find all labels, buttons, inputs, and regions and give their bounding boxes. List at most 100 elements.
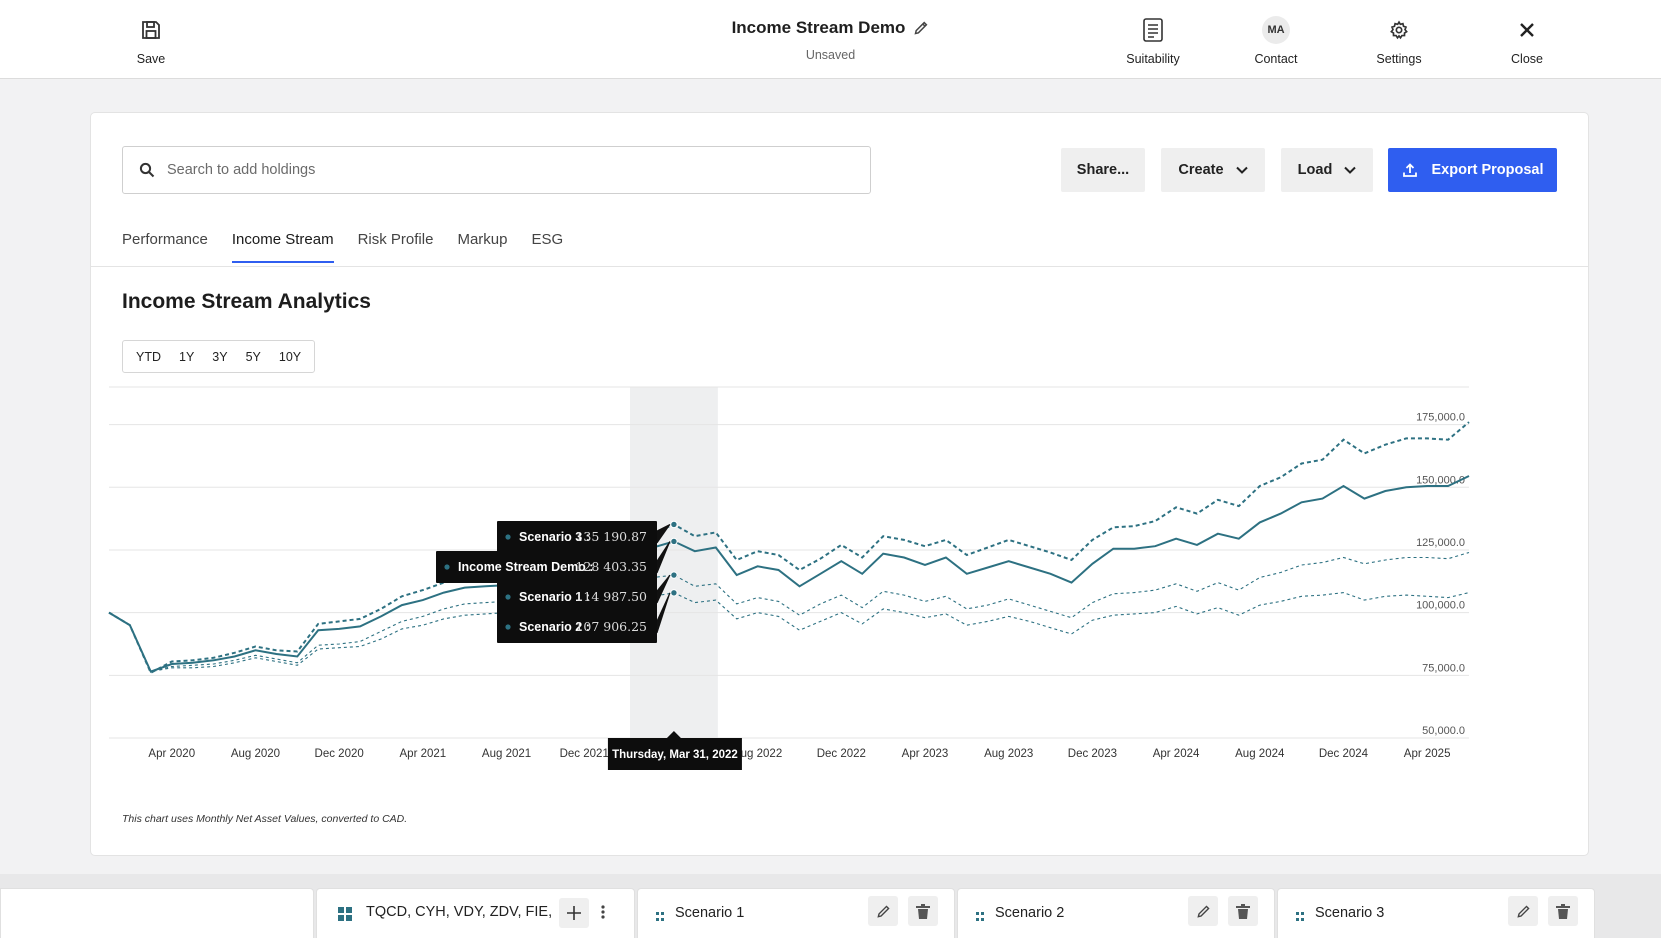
hover-point — [670, 537, 678, 546]
scenario-card-3[interactable]: Scenario 3 — [1277, 888, 1595, 938]
trash-icon — [1556, 903, 1570, 919]
tooltip-dot — [505, 594, 511, 600]
chevron-down-icon — [1235, 166, 1248, 174]
contact-button[interactable]: MA Contact — [1231, 14, 1321, 66]
tooltip-value: 128 403.35 — [575, 559, 647, 574]
delete-scenario-button[interactable] — [908, 896, 938, 926]
top-bar: Save Income Stream Demo Unsaved Suitabil… — [0, 0, 1661, 79]
tooltip-value: 114 987.50 — [575, 589, 647, 604]
range-5y-button[interactable]: 5Y — [245, 349, 261, 364]
range-1y-button[interactable]: 1Y — [179, 349, 195, 364]
date-tooltip-box — [607, 738, 742, 770]
chart-svg[interactable]: 50,000.0 75,000.0 100,000.0 125,000.0 150,00… — [91, 373, 1588, 813]
tooltip-value: 107 906.25 — [575, 619, 647, 634]
export-proposal-button[interactable]: Export Proposal — [1388, 148, 1557, 192]
delete-scenario-button[interactable] — [1548, 896, 1578, 926]
tooltip-box — [436, 551, 657, 583]
search-icon — [139, 162, 155, 178]
tooltip-series-name: Income Stream Demo : — [458, 560, 593, 574]
drag-handle-icon[interactable] — [976, 909, 984, 927]
save-button[interactable]: Save — [106, 14, 196, 66]
x-tick-label: Dec 2021 — [560, 748, 609, 760]
tab-esg[interactable]: ESG — [531, 231, 564, 248]
settings-label: Settings — [1376, 52, 1422, 66]
avatar: MA — [1262, 16, 1290, 44]
drag-handle-icon[interactable] — [656, 909, 664, 927]
close-label: Close — [1511, 52, 1543, 66]
export-label: Export Proposal — [1431, 162, 1544, 178]
search-input[interactable] — [167, 162, 847, 178]
drag-handle-icon[interactable] — [1296, 909, 1304, 927]
x-tick-label: Aug 2020 — [231, 748, 280, 760]
portfolio-strip: TQCD, CYH, VDY, ZDV, FIE, I Scenario 1 S… — [0, 874, 1661, 938]
x-tick-label: Aug 2021 — [482, 748, 531, 760]
tooltip-value: 135 190.87 — [575, 529, 647, 544]
range-10y-button[interactable]: 10Y — [278, 349, 302, 364]
series-line — [108, 592, 1470, 673]
tooltip-dot — [505, 534, 511, 540]
series-line — [108, 551, 1470, 673]
page-title: Income Stream Demo — [731, 18, 906, 37]
grid-icon — [338, 907, 352, 926]
empty-card — [0, 888, 314, 938]
range-3y-button[interactable]: 3Y — [212, 349, 228, 364]
settings-button[interactable]: Settings — [1354, 14, 1444, 66]
series-line — [108, 421, 1470, 675]
trash-icon — [1236, 903, 1250, 919]
trash-icon — [916, 903, 930, 919]
y-tick-label: 75,000.0 — [1422, 662, 1465, 674]
hover-point — [670, 520, 678, 529]
time-range-selector: YTD 1Y 3Y 5Y 10Y — [122, 340, 316, 373]
tooltip-series-name: Scenario 1 : — [519, 590, 590, 604]
create-dropdown[interactable]: Create — [1161, 148, 1265, 192]
tooltip-pointer — [656, 574, 671, 604]
add-button[interactable] — [559, 898, 589, 928]
edit-title-icon[interactable] — [913, 20, 929, 36]
portfolio-card[interactable]: TQCD, CYH, VDY, ZDV, FIE, I — [316, 888, 635, 938]
tab-performance[interactable]: Performance — [122, 231, 208, 248]
tab-markup[interactable]: Markup — [457, 231, 508, 248]
x-tick-label: Aug 2023 — [984, 748, 1033, 760]
edit-scenario-button[interactable] — [868, 896, 898, 926]
y-tick-label: 150,000.0 — [1416, 474, 1465, 486]
edit-scenario-button[interactable] — [1508, 896, 1538, 926]
tooltip-dot — [444, 564, 450, 570]
suitability-button[interactable]: Suitability — [1108, 14, 1198, 66]
portfolio-holdings-label: TQCD, CYH, VDY, ZDV, FIE, I — [366, 904, 551, 920]
edit-scenario-button[interactable] — [1188, 896, 1218, 926]
scenario-name: Scenario 3 — [1315, 905, 1385, 921]
tooltip-series-name: Scenario 2 : — [519, 620, 590, 634]
x-tick-label: Aug 2024 — [1235, 748, 1285, 760]
holdings-search[interactable] — [122, 146, 871, 194]
close-button[interactable]: Close — [1482, 14, 1572, 66]
delete-scenario-button[interactable] — [1228, 896, 1258, 926]
close-icon — [1518, 14, 1536, 46]
tooltip-box — [497, 581, 657, 613]
x-tick-label: Dec 2024 — [1319, 748, 1369, 760]
tabs-divider — [91, 266, 1588, 267]
share-button[interactable]: Share... — [1061, 148, 1145, 192]
tooltip-pointer — [656, 592, 671, 634]
y-tick-label: 50,000.0 — [1422, 725, 1465, 737]
scenario-card-2[interactable]: Scenario 2 — [957, 888, 1275, 938]
tooltip-pointer — [656, 523, 671, 544]
y-tick-label: 125,000.0 — [1416, 537, 1465, 549]
x-tick-label: Apr 2023 — [902, 748, 949, 760]
tab-income-stream[interactable]: Income Stream — [231, 231, 334, 263]
more-options-icon[interactable] — [601, 904, 605, 925]
x-tick-label: Dec 2023 — [1068, 748, 1117, 760]
tooltip-dot — [505, 624, 511, 630]
x-tick-label: Aug 2022 — [733, 748, 782, 760]
section-title: Income Stream Analytics — [122, 290, 371, 313]
tab-risk-profile[interactable]: Risk Profile — [357, 231, 434, 248]
range-ytd-button[interactable]: YTD — [136, 349, 161, 364]
date-tooltip-label: Thursday, Mar 31, 2022 — [612, 749, 738, 761]
plus-icon — [567, 906, 581, 920]
income-stream-chart[interactable]: 50,000.0 75,000.0 100,000.0 125,000.0 150,00… — [91, 373, 1588, 813]
tooltip-box — [497, 611, 657, 643]
scenario-card-1[interactable]: Scenario 1 — [637, 888, 955, 938]
x-tick-label: Apr 2024 — [1153, 748, 1200, 760]
load-label: Load — [1297, 162, 1333, 178]
document-icon — [1142, 14, 1164, 46]
load-dropdown[interactable]: Load — [1281, 148, 1373, 192]
